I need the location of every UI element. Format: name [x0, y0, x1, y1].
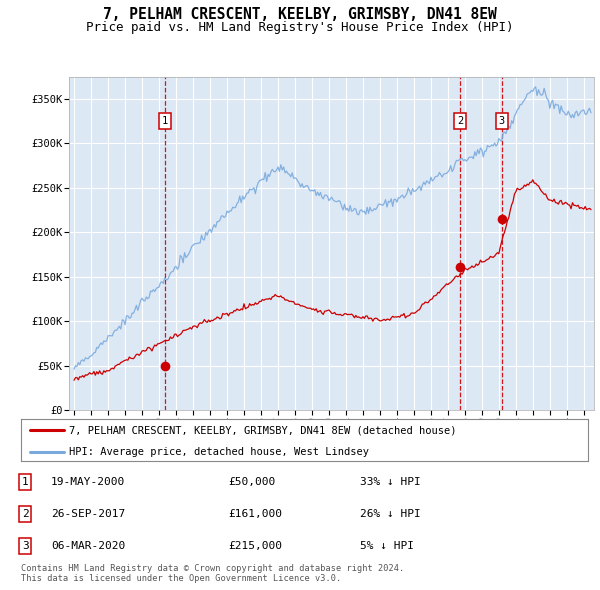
- Text: HPI: Average price, detached house, West Lindsey: HPI: Average price, detached house, West…: [69, 447, 369, 457]
- Text: 26-SEP-2017: 26-SEP-2017: [51, 509, 125, 519]
- Text: 2: 2: [22, 509, 29, 519]
- Text: 19-MAY-2000: 19-MAY-2000: [51, 477, 125, 487]
- Text: 1: 1: [22, 477, 29, 487]
- Text: Price paid vs. HM Land Registry's House Price Index (HPI): Price paid vs. HM Land Registry's House …: [86, 21, 514, 34]
- Text: 3: 3: [22, 541, 29, 550]
- Text: £50,000: £50,000: [228, 477, 275, 487]
- Text: 7, PELHAM CRESCENT, KEELBY, GRIMSBY, DN41 8EW (detached house): 7, PELHAM CRESCENT, KEELBY, GRIMSBY, DN4…: [69, 425, 457, 435]
- Text: Contains HM Land Registry data © Crown copyright and database right 2024.
This d: Contains HM Land Registry data © Crown c…: [21, 563, 404, 583]
- Text: 7, PELHAM CRESCENT, KEELBY, GRIMSBY, DN41 8EW: 7, PELHAM CRESCENT, KEELBY, GRIMSBY, DN4…: [103, 7, 497, 22]
- Text: £215,000: £215,000: [228, 541, 282, 550]
- Text: 06-MAR-2020: 06-MAR-2020: [51, 541, 125, 550]
- Text: 2: 2: [457, 116, 463, 126]
- Text: 3: 3: [499, 116, 505, 126]
- Text: £161,000: £161,000: [228, 509, 282, 519]
- Text: 33% ↓ HPI: 33% ↓ HPI: [360, 477, 421, 487]
- Text: 26% ↓ HPI: 26% ↓ HPI: [360, 509, 421, 519]
- Text: 5% ↓ HPI: 5% ↓ HPI: [360, 541, 414, 550]
- Text: 1: 1: [162, 116, 169, 126]
